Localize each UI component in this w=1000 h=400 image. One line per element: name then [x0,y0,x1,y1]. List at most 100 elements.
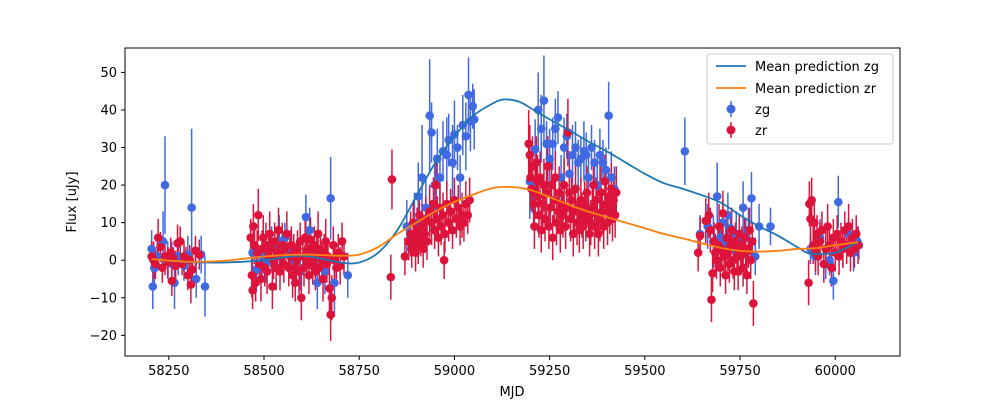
zr-point-191 [587,203,597,212]
legend-marker-zr [726,125,736,135]
zr-point-86 [326,310,335,319]
zr-point-43 [270,237,279,246]
zr-point-219 [710,248,720,258]
zg-point-58 [530,145,540,154]
x-tick-label-59250: 59250 [529,364,570,379]
zr-point-37 [262,267,272,276]
zr-point-168 [558,210,568,220]
zr-point-51 [280,244,290,254]
zr-point-199 [597,207,607,216]
line-layer [151,98,859,265]
y-tick-label-10: 10 [100,216,117,231]
zr-point-123 [439,255,449,265]
zr-point-52 [282,229,292,239]
zr-point-85 [325,284,334,293]
zg-point-72 [571,143,580,152]
y-axis-label: Flux [uJy] [65,171,80,232]
y-tick-label--20: −20 [90,329,117,344]
x-axis: 58250 58500 58750 59000 59250 59500 59750 60000 [148,356,856,379]
zr-point-53 [284,263,294,273]
x-tick-label-59000: 59000 [434,364,475,379]
zr-point-83 [322,259,332,269]
zr-point-4 [156,242,165,252]
zg-point-15 [200,282,210,291]
zg-point-91 [712,192,722,201]
zr-point-154 [540,214,550,224]
zr-point-261 [819,259,829,269]
zr-point-278 [851,229,861,239]
zr-point-9 [167,276,177,286]
zr-point-40 [266,244,276,254]
zr-point-106 [415,210,424,220]
zg-point-85 [607,173,616,182]
y-tick-label-30: 30 [100,141,117,156]
x-tick-label-58500: 58500 [243,364,284,379]
legend-label-zr-line: Mean prediction zr [755,82,877,97]
zr-point-263 [823,222,832,231]
zr-point-197 [595,214,605,224]
zr-point-32 [256,274,266,284]
zr-point-77 [314,263,324,273]
zr-point-82 [321,237,331,246]
zg-point-66 [553,113,563,122]
zr-point-24 [247,270,257,280]
zr-point-151 [536,225,546,235]
zg-point-61 [539,96,549,105]
zr-point-22 [194,250,204,259]
zr-point-232 [727,225,736,235]
zg-point-55 [469,115,479,124]
zg-point-79 [590,158,599,167]
x-tick-label-58750: 58750 [339,364,380,379]
zr-point-254 [808,240,818,250]
zr-point-248 [747,237,757,246]
zg-point-30 [326,193,335,203]
zr-point-187 [582,188,592,197]
zr-point-119 [434,233,443,242]
zg-point-48 [453,143,462,152]
zr-point-137 [465,195,474,205]
zr-point-121 [436,222,446,231]
zr-point-198 [596,188,606,197]
zg-point-71 [568,150,577,160]
zr-point-228 [722,233,732,242]
zg-point-51 [461,131,471,141]
zg-point-64 [548,139,557,149]
zg-point-81 [595,150,605,160]
zr-point-109 [418,244,428,254]
zr-point-58 [290,278,300,288]
zr-point-189 [585,229,594,239]
zg-point-32 [343,270,353,280]
zr-point-56 [288,270,297,280]
point-layer [147,90,864,319]
zr-point-30 [253,210,263,220]
zr-point-216 [707,295,716,304]
y-tick-label-20: 20 [100,179,117,194]
x-axis-label: MJD [499,385,524,400]
zr-point-210 [611,188,621,197]
zr-point-268 [832,229,842,239]
zg-point-63 [545,154,554,164]
zr-point-150 [535,173,545,182]
legend-label-zg-line: Mean prediction zg [755,60,879,75]
zr-point-110 [420,229,430,239]
zr-point-152 [538,199,548,209]
zr-point-208 [609,195,618,205]
zr-point-217 [708,269,717,278]
zr-point-25 [248,285,257,295]
zr-point-138 [524,139,533,149]
zg-point-49 [455,173,465,182]
zr-point-175 [567,195,577,205]
zr-point-124 [440,229,450,239]
zr-point-196 [594,229,603,239]
zg-point-112 [829,276,838,286]
zg-point-1 [148,282,158,291]
zr-point-185 [580,199,589,209]
zr-point-139 [525,150,535,160]
zr-point-112 [422,237,432,246]
zr-point-115 [429,199,438,209]
y-axis: −20 −10 0 10 20 30 40 50 [90,66,125,344]
zr-point-143 [529,199,538,209]
zr-point-165 [554,188,564,197]
zr-point-117 [431,180,441,190]
